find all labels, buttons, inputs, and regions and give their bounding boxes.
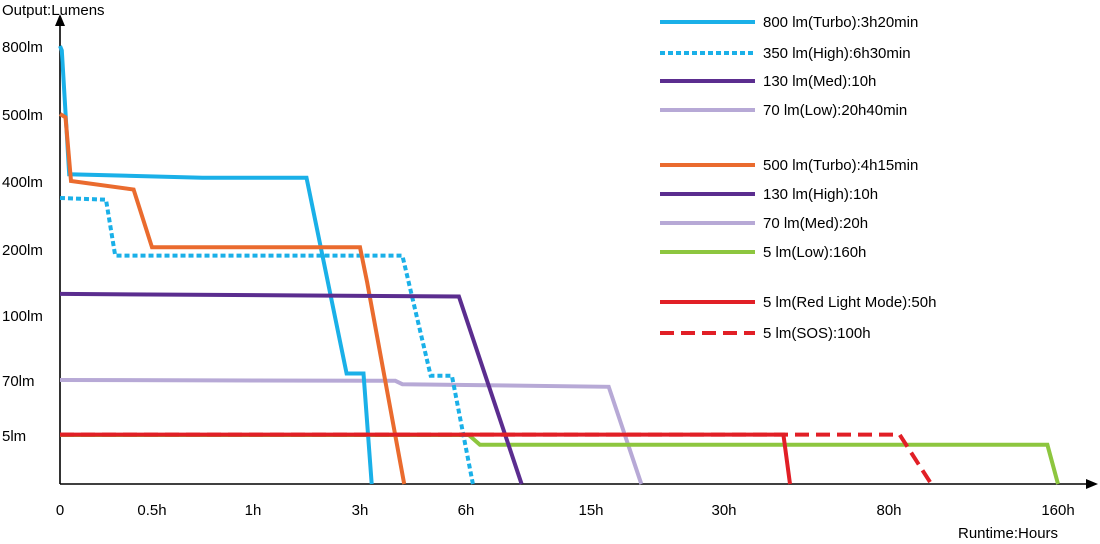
x-tick-label: 80h [876,502,901,519]
y-ticks: 5lm 70lm 100lm 200lm 400lm 500lm 800lm [2,39,43,445]
y-tick-label: 5lm [2,428,26,445]
legend-label: 70 lm(Low):20h40min [763,102,907,119]
legend-label: 800 lm(Turbo):3h20min [763,14,918,31]
legend-label: 5 lm(Red Light Mode):50h [763,294,936,311]
y-tick-label: 100lm [2,308,43,325]
x-tick-label: 1h [245,502,262,519]
y-axis-arrow [55,14,65,26]
series-line [60,432,933,486]
legend-label: 130 lm(Med):10h [763,73,876,90]
x-tick-label: 160h [1041,502,1074,519]
y-tick-label: 800lm [2,39,43,56]
legend-label: 70 lm(Med):20h [763,215,868,232]
x-axis-label: Runtime:Hours [958,525,1058,542]
legend-label: 5 lm(Low):160h [763,244,866,261]
x-tick-label: 6h [458,502,475,519]
y-tick-label: 400lm [2,174,43,191]
series-line [59,378,644,485]
legend-label: 500 lm(Turbo):4h15min [763,157,918,174]
x-tick-label: 0 [56,502,64,519]
legend-label: 130 lm(High):10h [763,186,878,203]
x-tick-label: 0.5h [137,502,166,519]
x-axis-arrow [1086,479,1098,489]
series-line [60,433,1060,485]
legend-label: 350 lm(High):6h30min [763,45,911,62]
legend-label: 5 lm(SOS):100h [763,325,871,342]
series-line [59,291,524,485]
series-line [60,432,792,485]
series-lines [58,45,1060,486]
axes [55,14,1098,489]
x-tick-label: 15h [578,502,603,519]
series-line [59,196,475,485]
x-tick-label: 3h [352,502,369,519]
y-tick-label: 500lm [2,107,43,124]
y-tick-label: 70lm [2,373,35,390]
legend: 800 lm(Turbo):3h20min 350 lm(High):6h30mi… [660,14,936,342]
x-ticks: 0 0.5h 1h 3h 6h 15h 30h 80h 160h [56,502,1075,519]
x-tick-label: 30h [711,502,736,519]
y-axis-label: Output:Lumens [2,2,105,19]
series-line [58,45,374,485]
series-line [58,112,407,485]
y-tick-label: 200lm [2,242,43,259]
